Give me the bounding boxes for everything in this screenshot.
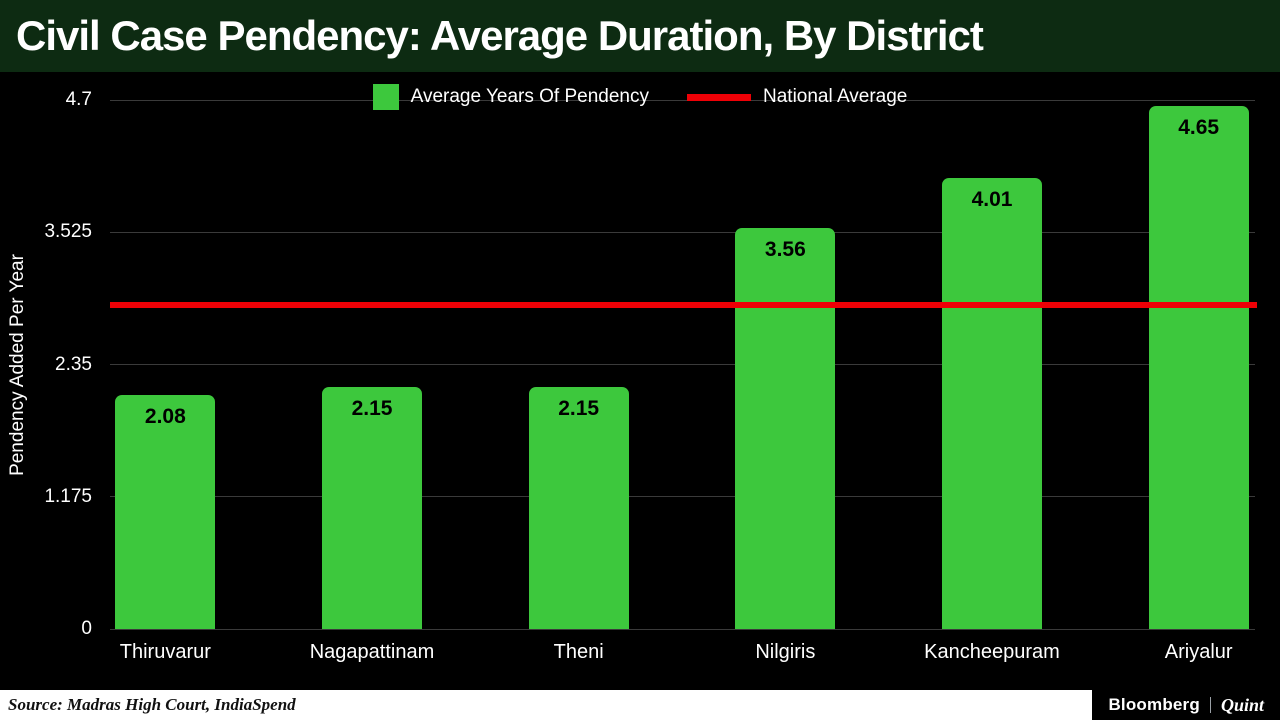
bar-value-label: 4.65: [1178, 115, 1220, 139]
gridline: [110, 231, 1255, 233]
chart-title: Civil Case Pendency: Average Duration, B…: [16, 12, 984, 59]
y-tick-label: 3.525: [44, 221, 92, 243]
y-tick-label: 0: [81, 618, 92, 639]
bar-nilgiris: 3.56: [735, 228, 836, 629]
plot-area: [110, 99, 1255, 630]
bar-legend-swatch-icon: [372, 84, 399, 110]
x-axis-label: Nilgiris: [755, 641, 816, 663]
line-legend-swatch-icon: [687, 93, 751, 101]
gridline: [110, 364, 1255, 365]
x-axis-label: Ariyalur: [1164, 641, 1233, 663]
legend-item-bars: Average Years Of Pendency: [372, 84, 649, 110]
legend-item-line: National Average: [687, 86, 907, 108]
quint-logo: Quint: [1220, 694, 1264, 715]
x-axis-label: Nagapattinam: [309, 641, 435, 663]
bar-ariyalur: 4.65: [1148, 105, 1249, 629]
bar-value-label: 4.01: [971, 187, 1013, 211]
chart-area: Average Years Of Pendency National Avera…: [0, 72, 1280, 690]
source-text: Source: Madras High Court, IndiaSpend: [8, 695, 296, 714]
bar-value-label: 3.56: [764, 238, 806, 262]
bar-value-label: 2.15: [351, 397, 393, 421]
national-average-line: [110, 301, 1257, 308]
bars: 2.08 2.15 2.15 3.56 4.01 4.65: [62, 100, 1280, 629]
gridline: [110, 99, 1255, 101]
brand-separator: [1209, 697, 1211, 713]
x-axis-labels: Thiruvarur Nagapattinam Theni Nilgiris Kanch…: [62, 641, 1280, 671]
y-tick-label: 2.35: [55, 353, 92, 375]
legend: Average Years Of Pendency National Avera…: [0, 84, 1280, 110]
y-tick-label: 1.175: [44, 485, 92, 507]
bar-kancheepuram: 4.01: [942, 177, 1042, 629]
x-axis-label: Kancheepuram: [924, 641, 1060, 663]
bar-value-label: 2.15: [558, 397, 600, 421]
y-axis-ticks: 0 1.175 2.35 3.525 4.7: [0, 89, 98, 639]
line-legend-label: National Average: [763, 86, 908, 107]
bar-thiruvarur: 2.08: [115, 394, 216, 629]
bar-nagapattinam: 2.15: [322, 387, 422, 629]
chart-header: Civil Case Pendency: Average Duration, B…: [0, 0, 1280, 72]
x-axis-label: Thiruvarur: [119, 641, 211, 663]
bloomberg-logo: Bloomberg: [1108, 695, 1200, 714]
x-axis-label: Theni: [553, 641, 604, 663]
bar-value-label: 2.08: [144, 404, 186, 428]
footer: Source: Madras High Court, IndiaSpend Bl…: [0, 690, 1280, 720]
bar-theni: 2.15: [528, 387, 629, 629]
y-tick-label: 4.7: [65, 89, 92, 110]
gridline: [110, 628, 1255, 630]
bar-legend-label: Average Years Of Pendency: [410, 86, 649, 107]
gridline: [110, 496, 1255, 498]
brand-logo: Bloomberg Quint: [1092, 690, 1280, 720]
